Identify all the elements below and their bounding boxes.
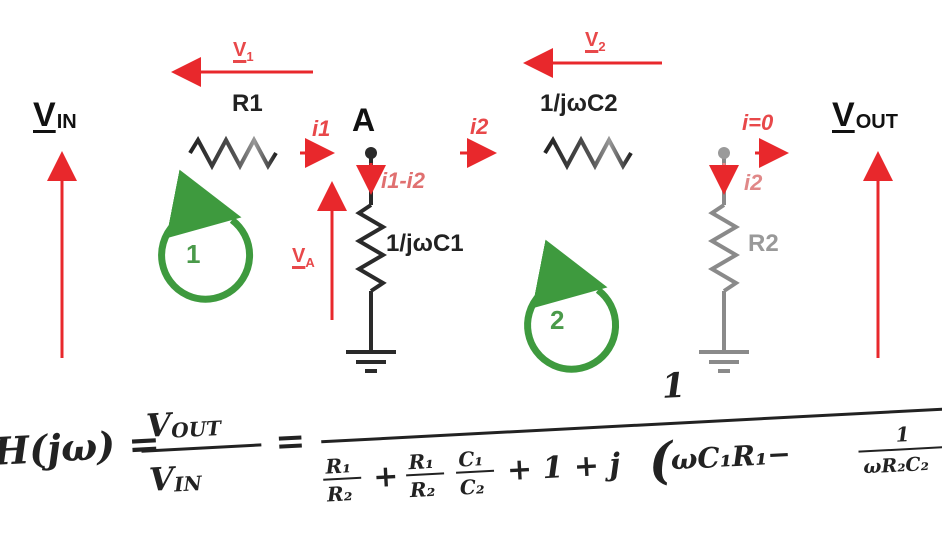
formula-numerator-one: 1 xyxy=(661,368,687,407)
va-label: VA xyxy=(292,245,315,270)
c2-label: 1/jωC2 xyxy=(540,90,618,117)
formula-lhs: H(jω) = xyxy=(0,420,161,474)
formula-r1b: R₁ xyxy=(407,449,435,474)
resistor-r1 xyxy=(188,135,278,171)
formula-vin: VIN xyxy=(148,458,203,499)
formula-c1: C₁ xyxy=(458,446,484,471)
i2-right-label: i2 xyxy=(744,170,763,195)
resistor-c2 xyxy=(543,135,633,171)
r1-label: R1 xyxy=(232,90,263,117)
loop-1-arrow xyxy=(158,169,254,303)
node-a-dot xyxy=(365,147,377,159)
formula-plus-2: + 1 + j xyxy=(506,447,621,488)
loop-1-label: 1 xyxy=(186,239,201,269)
formula-r1: R₁ xyxy=(324,453,352,478)
transfer-function-formula: H(jω) = VOUT VIN = 1 R₁ R₂ + R₁ R₂ C₁ C₂… xyxy=(0,368,942,507)
i2-top-label: i2 xyxy=(470,114,489,139)
formula-c2: C₂ xyxy=(459,474,485,499)
formula-r2b: R₂ xyxy=(408,477,436,502)
c1-label: 1/jωC1 xyxy=(386,230,464,257)
node-a-label: A xyxy=(352,102,376,138)
v2-label: V2 xyxy=(585,29,606,54)
formula-frac-top: 1 xyxy=(895,422,910,447)
formula-fraction-bar xyxy=(141,443,262,453)
formula-omega-term: ωC₁R₁− xyxy=(670,437,792,476)
i1-minus-i2-label: i1-i2 xyxy=(381,168,426,193)
vout-label: VOUT xyxy=(832,96,898,134)
loop-2-label: 2 xyxy=(550,305,565,335)
formula-vout: VOUT xyxy=(145,403,224,445)
formula-r2: R₂ xyxy=(325,481,353,506)
formula-plus-1: + xyxy=(372,459,399,495)
formula-equals: = xyxy=(274,420,306,464)
node-r2-dot xyxy=(718,147,730,159)
vin-label: VIN xyxy=(33,96,77,134)
i1-label: i1 xyxy=(312,116,331,141)
loop-2-arrow xyxy=(524,239,620,373)
formula-main-bar xyxy=(321,406,942,444)
v1-label: V1 xyxy=(233,39,254,64)
r2-label: R2 xyxy=(748,230,779,257)
formula-frac-bottom: ωR₂C₂ xyxy=(863,453,930,478)
top-wire xyxy=(103,135,812,171)
i-zero-label: i=0 xyxy=(742,110,774,135)
